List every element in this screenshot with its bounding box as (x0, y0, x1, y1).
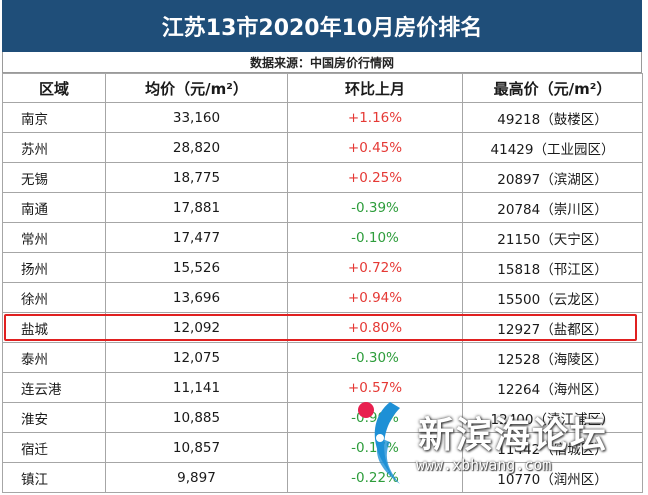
cell-max-price: 20897（滨湖区） (462, 162, 643, 193)
cell-month-over-month: +0.72% (287, 252, 463, 283)
cell-region: 宿迁 (2, 432, 106, 463)
cell-region: 淮安 (2, 402, 106, 433)
cell-region: 扬州 (2, 252, 106, 283)
cell-max-price: 21150（天宁区） (462, 222, 643, 253)
cell-month-over-month: -0.39% (287, 192, 463, 223)
cell-region: 南通 (2, 192, 106, 223)
price-ranking-table: 区域 均价（元/m²） 环比上月 最高价（元/m²） 南京 33,160 +1.16… (2, 73, 643, 493)
table-row: 常州 17,477 -0.10% 21150（天宁区） (2, 222, 643, 253)
cell-region: 无锡 (2, 162, 106, 193)
page-title: 江苏13市2020年10月房价排名 (2, 0, 642, 52)
cell-average-price: 13,696 (105, 282, 288, 313)
cell-max-price: 20784（崇川区） (462, 192, 643, 223)
cell-month-over-month: -0.10% (287, 222, 463, 253)
watermark-url: www.xbhwang.com (416, 456, 552, 474)
cell-month-over-month: +0.94% (287, 282, 463, 313)
table-row: 镇江 9,897 -0.22% 10770（润州区） (2, 462, 643, 493)
table-row: 扬州 15,526 +0.72% 15818（邗江区） (2, 252, 643, 283)
cell-region: 南京 (2, 102, 106, 133)
header-average-price: 均价（元/m²） (105, 73, 288, 103)
watermark-name: 新滨海论坛 (418, 415, 609, 456)
watermark: 新滨海论坛 www.xbhwang.com (350, 398, 640, 490)
table-row: 徐州 13,696 +0.94% 15500（云龙区） (2, 282, 643, 313)
cell-region: 徐州 (2, 282, 106, 313)
cell-month-over-month: +0.57% (287, 372, 463, 403)
cell-max-price: 15500（云龙区） (462, 282, 643, 313)
table-row: 无锡 18,775 +0.25% 20897（滨湖区） (2, 162, 643, 193)
cell-average-price: 10,885 (105, 402, 288, 433)
cell-average-price: 9,897 (105, 462, 288, 493)
cell-month-over-month: -0.22% (287, 462, 463, 493)
cell-average-price: 33,160 (105, 102, 288, 133)
cell-month-over-month: +0.25% (287, 162, 463, 193)
table-row: 苏州 28,820 +0.45% 41429（工业园区） (2, 132, 643, 163)
table-row: 盐城 12,092 +0.80% 12927（盐都区） (2, 312, 643, 343)
cell-average-price: 11,141 (105, 372, 288, 403)
header-max-price: 最高价（元/m²） (462, 73, 643, 103)
forum-logo-icon (358, 402, 400, 484)
cell-average-price: 18,775 (105, 162, 288, 193)
table-row: 南通 17,881 -0.39% 20784（崇川区） (2, 192, 643, 223)
cell-average-price: 17,881 (105, 192, 288, 223)
cell-average-price: 10,857 (105, 432, 288, 463)
cell-month-over-month: +1.16% (287, 102, 463, 133)
cell-average-price: 28,820 (105, 132, 288, 163)
table-row: 南京 33,160 +1.16% 49218（鼓楼区） (2, 102, 643, 133)
cell-max-price: 12927（盐都区） (462, 312, 643, 343)
cell-region: 泰州 (2, 342, 106, 373)
table-row: 泰州 12,075 -0.30% 12528（海陵区） (2, 342, 643, 373)
cell-region: 常州 (2, 222, 106, 253)
cell-max-price: 15818（邗江区） (462, 252, 643, 283)
header-month-over-month: 环比上月 (287, 73, 463, 103)
table-header-row: 区域 均价（元/m²） 环比上月 最高价（元/m²） (2, 73, 643, 103)
cell-max-price: 10770（润州区） (462, 462, 643, 493)
cell-average-price: 17,477 (105, 222, 288, 253)
cell-month-over-month: +0.80% (287, 312, 463, 343)
cell-max-price: 49218（鼓楼区） (462, 102, 643, 133)
cell-max-price: 41429（工业园区） (462, 132, 643, 163)
data-source-note: 数据来源：中国房价行情网 (2, 52, 642, 73)
cell-average-price: 12,075 (105, 342, 288, 373)
cell-max-price: 11442（宿城区） (462, 432, 643, 463)
cell-average-price: 12,092 (105, 312, 288, 343)
cell-region: 连云港 (2, 372, 106, 403)
cell-average-price: 15,526 (105, 252, 288, 283)
cell-region: 苏州 (2, 132, 106, 163)
cell-region: 镇江 (2, 462, 106, 493)
cell-region: 盐城 (2, 312, 106, 343)
cell-max-price: 12528（海陵区） (462, 342, 643, 373)
cell-month-over-month: +0.45% (287, 132, 463, 163)
cell-month-over-month: -0.30% (287, 342, 463, 373)
header-region: 区域 (2, 73, 106, 103)
